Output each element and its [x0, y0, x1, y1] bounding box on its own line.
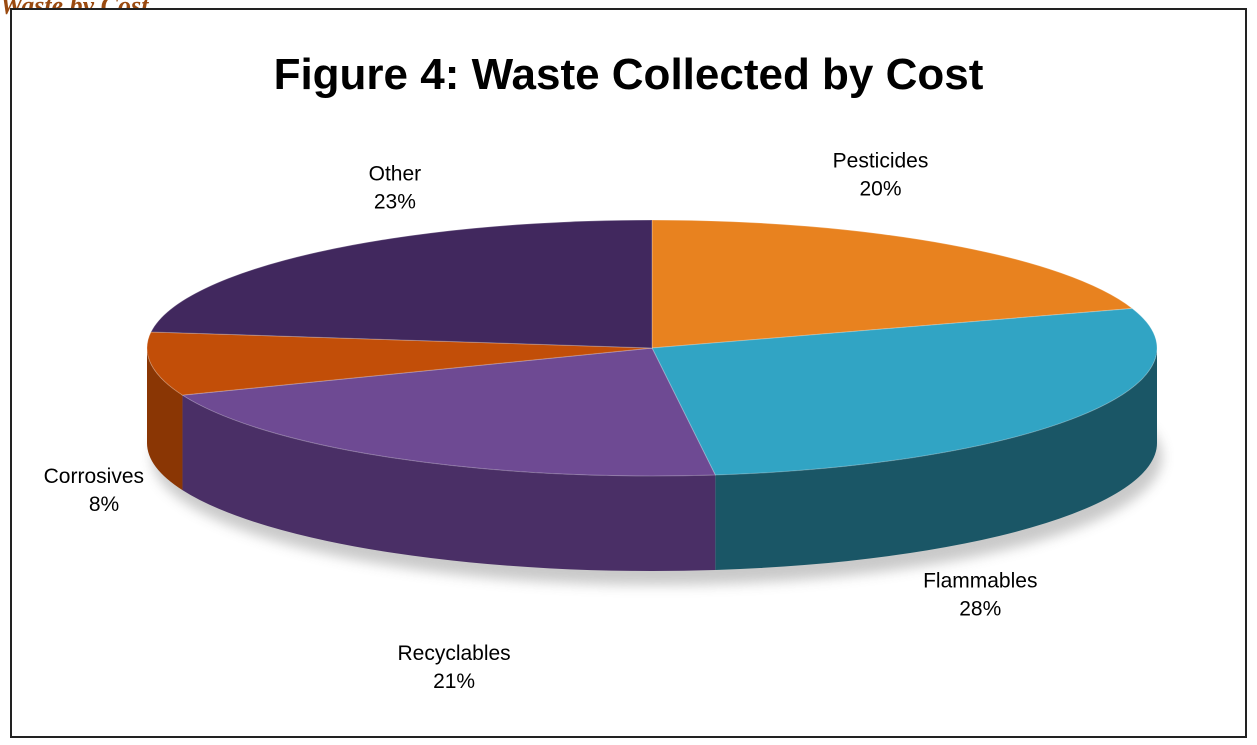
pie-slice-corrosives — [146, 331, 653, 396]
slice-label-corrosives: Corrosives — [44, 465, 144, 488]
pie-sides — [147, 348, 1157, 571]
pie-slice-recyclables — [180, 347, 717, 477]
slice-label-recyclables: Recyclables — [397, 642, 510, 665]
pie-slice-pesticides — [651, 219, 1134, 349]
slice-value-recyclables: 21% — [433, 670, 475, 693]
pie-side-recyclables — [182, 395, 716, 571]
pie-side-flammables — [715, 348, 1157, 570]
pie-side-corrosives — [147, 348, 183, 491]
slice-value-corrosives: 8% — [89, 493, 119, 516]
slice-label-pesticides: Pesticides — [833, 150, 929, 173]
slice-value-flammables: 28% — [959, 597, 1001, 620]
slice-value-pesticides: 20% — [860, 178, 902, 201]
pie-slice-other — [150, 219, 653, 349]
chart-title: Figure 4: Waste Collected by Cost — [273, 50, 984, 99]
slice-value-other: 23% — [374, 191, 416, 214]
pie-labels: Pesticides 20% Flammables 28% Recyclables 21%… — [44, 150, 1038, 693]
slice-label-flammables: Flammables — [923, 569, 1037, 592]
pie-slice-flammables — [651, 307, 1158, 476]
slice-label-other: Other — [369, 163, 422, 186]
pie-tops — [146, 219, 1158, 477]
